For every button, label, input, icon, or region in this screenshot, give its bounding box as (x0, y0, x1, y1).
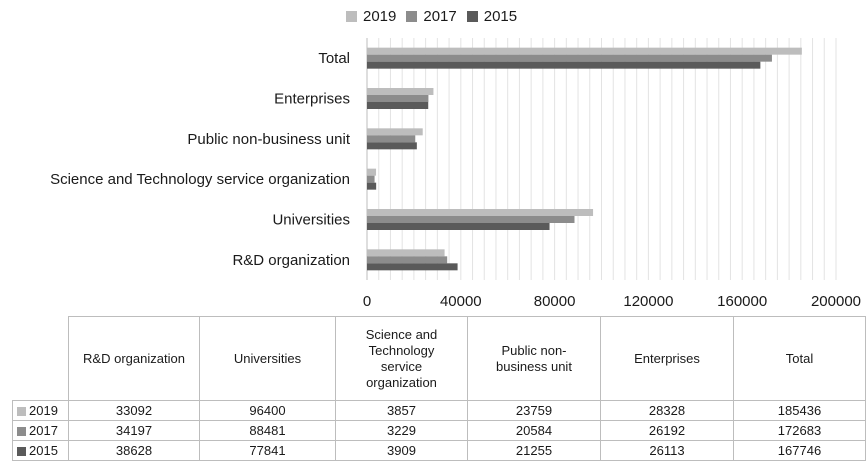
x-tick-label: 120000 (623, 293, 673, 310)
table-cell: 77841 (199, 440, 336, 461)
row-swatch (17, 426, 26, 436)
bar-2019 (367, 209, 594, 216)
legend-swatch-2015 (466, 10, 478, 22)
bar-2015 (367, 142, 417, 150)
bar-2015 (367, 102, 429, 109)
row-swatch (17, 406, 26, 416)
bar-2015 (367, 223, 550, 230)
category-label: Enterprises (274, 91, 350, 108)
bar-2015 (367, 182, 377, 190)
table-cell: 38628 (68, 440, 200, 461)
bar-2017 (367, 216, 575, 223)
table-header-cell: Enterprises (600, 316, 734, 401)
table-row: 2019 33092 96400 3857 23759 28328 185436 (12, 400, 866, 421)
table-cell: 23759 (467, 400, 601, 421)
category-label: Total (318, 50, 350, 67)
category-label: Science and Technology service organizat… (50, 171, 350, 188)
x-tick-label: 200000 (811, 293, 861, 310)
table-header-cell: Universities (199, 316, 336, 401)
bar-2019 (367, 47, 802, 55)
x-tick-label: 160000 (717, 293, 767, 310)
table-cell: 34197 (68, 420, 200, 441)
table-header-row: R&D organization Universities Science an… (12, 316, 866, 401)
bar-2017 (367, 256, 448, 264)
bar-2019 (367, 128, 423, 136)
table-row-label: 2019 (12, 400, 69, 421)
table-cell: 88481 (199, 420, 336, 441)
table-header-cell: Total (733, 316, 866, 401)
table-cell: 26192 (600, 420, 734, 441)
table-cell: 21255 (467, 440, 601, 461)
table-header-cell: Science and Technology service organization (335, 316, 468, 401)
table-cell: 20584 (467, 420, 601, 441)
x-tick-label: 40000 (440, 293, 482, 310)
table-header-cell: R&D organization (68, 316, 200, 401)
x-tick-label: 0 (363, 293, 371, 310)
category-label: R&D organization (232, 252, 350, 269)
table-cell: 167746 (733, 440, 866, 461)
bar-2019 (367, 249, 445, 257)
table-row-label: 2017 (12, 420, 69, 441)
table-row: 2015 38628 77841 3909 21255 26113 167746 (12, 440, 866, 461)
table-header-cell: Public non-business unit (467, 316, 601, 401)
legend-swatch-2017 (406, 10, 418, 22)
legend-label-2017: 2017 (423, 7, 457, 25)
table-cell: 3229 (335, 420, 468, 441)
table-cell: 33092 (68, 400, 200, 421)
legend-item-2017: 2017 (406, 7, 457, 25)
chart-legend: 2019 2017 2015 (346, 6, 517, 26)
bar-2015 (367, 263, 458, 271)
table-cell: 96400 (199, 400, 336, 421)
bar-chart: R&D organization Universities Science and … (50, 38, 861, 310)
bar-2019 (367, 88, 434, 95)
bar-2017 (367, 135, 416, 143)
bar-2017 (367, 54, 772, 62)
table-cell: 28328 (600, 400, 734, 421)
bar-2017 (367, 95, 429, 102)
bar-2015 (367, 61, 761, 69)
legend-swatch-2019 (346, 10, 357, 22)
table-row-label: 2015 (12, 440, 69, 461)
table-row: 2017 34197 88481 3229 20584 26192 172683 (12, 420, 866, 441)
table-cell: 3909 (335, 440, 468, 461)
category-label: Universities (272, 212, 350, 229)
bar-2017 (367, 175, 375, 183)
legend-label-2015: 2015 (483, 7, 518, 25)
data-table: R&D organization Universities Science an… (12, 316, 866, 461)
table-cell: 172683 (733, 420, 866, 441)
legend-label-2019: 2019 (363, 7, 397, 25)
x-tick-label: 80000 (534, 293, 576, 310)
table-cell: 185436 (733, 400, 866, 421)
legend-item-2019: 2019 (346, 8, 396, 25)
category-label: Public non-business unit (187, 131, 350, 148)
bar-2019 (367, 168, 377, 176)
table-cell: 3857 (335, 400, 468, 421)
table-corner (12, 316, 69, 401)
table-cell: 26113 (600, 440, 734, 461)
legend-item-2015: 2015 (466, 7, 518, 25)
row-swatch (17, 446, 26, 456)
